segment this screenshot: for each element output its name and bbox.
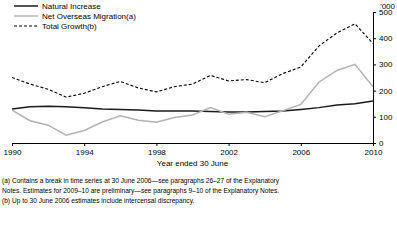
- legend-swatch: [14, 25, 38, 26]
- chart: 1990199419982002200620100100200300400500…: [0, 0, 397, 227]
- lines: [12, 24, 373, 135]
- footnote: (a) Contains a break in time series at 3…: [2, 177, 280, 185]
- y-axis: 0100200300400500: [373, 8, 393, 148]
- x-axis-title: Year ended 30 June: [157, 159, 229, 168]
- y-tick-mark: [373, 64, 376, 65]
- series-line: [12, 64, 373, 135]
- legend: Natural IncreaseNet Overseas Migration(a…: [14, 2, 136, 31]
- x-tick-label: 2006: [292, 148, 310, 157]
- y-tick: 200: [373, 87, 393, 96]
- x-tick: 1998: [148, 143, 166, 157]
- y-tick-label: 0: [379, 139, 384, 148]
- x-tick-mark: [84, 143, 85, 146]
- x-tick-label: 1990: [4, 148, 22, 157]
- y-tick-mark: [373, 12, 376, 13]
- x-tick: 2002: [220, 143, 238, 157]
- legend-label: Natural Increase: [42, 2, 101, 11]
- series-line: [12, 101, 373, 112]
- series-line: [12, 24, 373, 97]
- x-tick-label: 2002: [220, 148, 238, 157]
- x-tick-mark: [301, 143, 302, 146]
- y-tick-mark: [373, 143, 376, 144]
- footnote: Notes. Estimates for 2009–10 are prelimi…: [2, 187, 279, 195]
- x-tick-mark: [229, 143, 230, 146]
- y-tick-label: 200: [379, 87, 393, 96]
- x-tick-mark: [12, 143, 13, 146]
- y-tick-label: 400: [379, 34, 393, 43]
- y-tick: 100: [373, 113, 393, 122]
- y-tick-mark: [373, 117, 376, 118]
- x-axis-line: [13, 143, 374, 144]
- y-axis-line: [373, 13, 374, 144]
- legend-swatch: [14, 15, 38, 17]
- legend-label: Total Growth(b): [42, 22, 97, 31]
- x-tick: 2006: [292, 143, 310, 157]
- plot-area: 1990199419982002200620100100200300400500…: [4, 2, 393, 157]
- footnote: (b) Up to 30 June 2006 estimates include…: [2, 197, 194, 205]
- y-tick-label: 100: [379, 113, 393, 122]
- y-tick-mark: [373, 91, 376, 92]
- x-tick-label: 1998: [148, 148, 166, 157]
- y-axis-title: '000: [380, 2, 395, 11]
- x-tick-mark: [156, 143, 157, 146]
- x-tick: 1994: [76, 143, 94, 157]
- legend-swatch: [14, 5, 38, 7]
- x-tick: 1990: [4, 143, 22, 157]
- legend-label: Net Overseas Migration(a): [42, 12, 136, 21]
- y-tick: 0: [373, 139, 384, 148]
- y-tick-label: 300: [379, 60, 393, 69]
- x-tick-label: 2010: [365, 148, 383, 157]
- y-tick: 300: [373, 60, 393, 69]
- x-axis: 1990 1994 1998 2002 2006 2010: [4, 143, 383, 157]
- y-tick-mark: [373, 38, 376, 39]
- y-tick: 400: [373, 34, 393, 43]
- x-tick-label: 1994: [76, 148, 94, 157]
